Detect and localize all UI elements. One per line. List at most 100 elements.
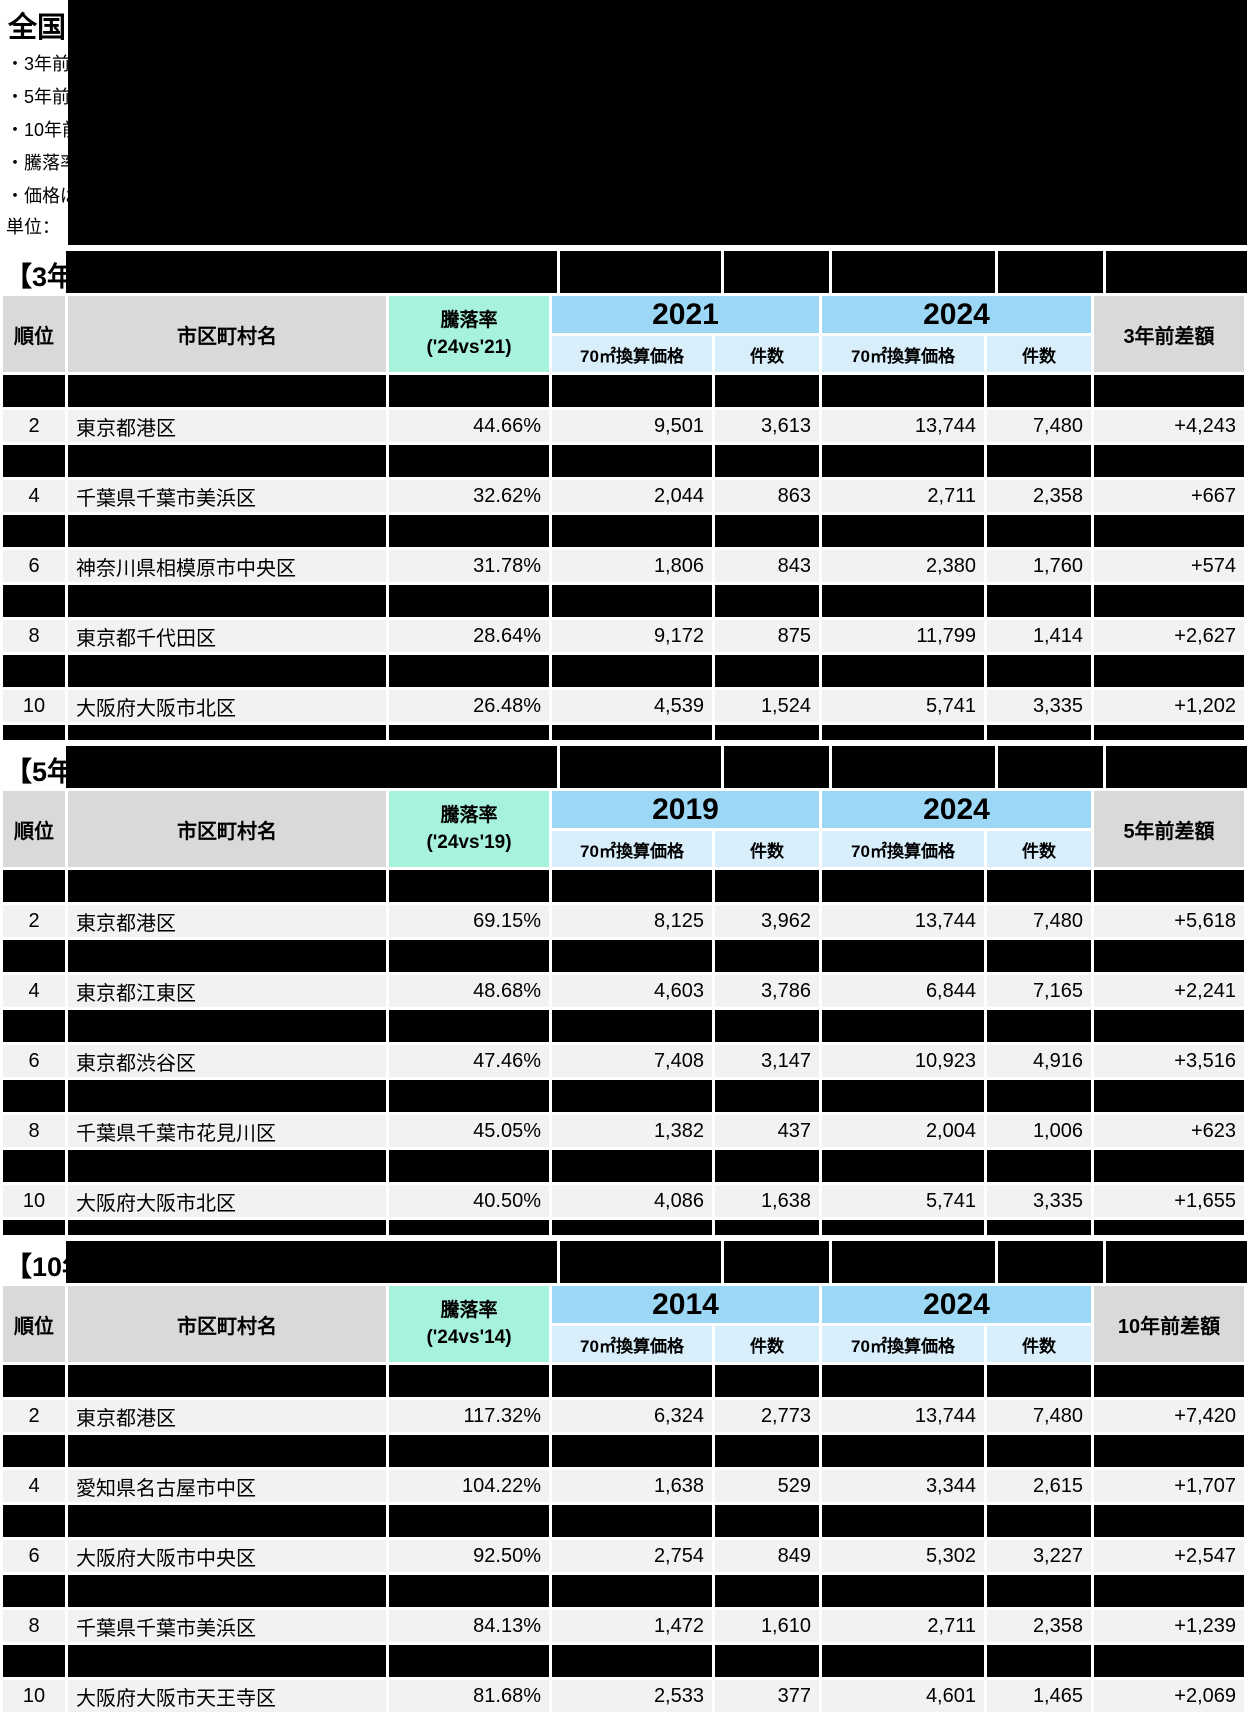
redacted-cell xyxy=(3,375,65,407)
price-before-cell: 1,638 xyxy=(552,1470,712,1502)
column-separator xyxy=(995,746,998,788)
diff-cell: +3,516 xyxy=(1094,1045,1244,1077)
rate-cell: 31.78% xyxy=(389,550,549,582)
rate-period: ('24vs'19) xyxy=(426,832,512,854)
redacted-cell xyxy=(68,940,386,972)
redacted-cell xyxy=(1094,655,1244,687)
redacted-cell xyxy=(68,1505,386,1537)
table-row-redacted xyxy=(3,655,1244,687)
redacted-cell xyxy=(389,445,549,477)
redacted-cell xyxy=(1094,725,1244,740)
notes-block: 全国 ・3年前 ・5年前 ・10年前 ・騰落率 ・価格は 単位： xyxy=(0,0,1247,248)
col-header-diff: 5年前差額 xyxy=(1094,791,1244,867)
redacted-cell xyxy=(389,375,549,407)
rate-label: 騰落率 xyxy=(440,804,498,826)
table-row: 6 東京都渋谷区 47.46% 7,408 3,147 10,923 4,916… xyxy=(3,1045,1244,1077)
redacted-cell xyxy=(715,1505,819,1537)
redacted-cell xyxy=(1094,1505,1244,1537)
redacted-cell xyxy=(715,655,819,687)
redacted-cell xyxy=(1094,585,1244,617)
redacted-cell xyxy=(987,1575,1091,1607)
price-after-cell: 2,711 xyxy=(822,480,984,512)
redacted-cell xyxy=(3,1150,65,1182)
count-after-cell: 2,358 xyxy=(987,480,1091,512)
redacted-cell xyxy=(715,1435,819,1467)
rank-cell: 8 xyxy=(3,1610,65,1642)
column-separator xyxy=(829,251,832,293)
table-row: 8 東京都千代田区 28.64% 9,172 875 11,799 1,414 … xyxy=(3,620,1244,652)
col-header-rate: 騰落率 ('24vs'21) xyxy=(389,296,549,372)
rate-cell: 104.22% xyxy=(389,1470,549,1502)
price-after-cell: 13,744 xyxy=(822,905,984,937)
table-row: 2 東京都港区 117.32% 6,324 2,773 13,744 7,480… xyxy=(3,1400,1244,1432)
redacted-cell xyxy=(715,1645,819,1677)
count-after-cell: 1,465 xyxy=(987,1680,1091,1712)
table-row-redacted xyxy=(3,940,1244,972)
page-title: 全国 xyxy=(8,12,67,44)
table-row: 8 千葉県千葉市美浜区 84.13% 1,472 1,610 2,711 2,3… xyxy=(3,1610,1244,1642)
redacted-cell xyxy=(1094,1010,1244,1042)
col-header-rank: 順位 xyxy=(3,791,65,867)
redacted-cell xyxy=(552,1435,712,1467)
year-before-header: 2019 xyxy=(552,791,819,828)
redacted-cell xyxy=(715,1365,819,1397)
count-before-cell: 875 xyxy=(715,620,819,652)
redacted-cell xyxy=(389,655,549,687)
price-before-cell: 2,754 xyxy=(552,1540,712,1572)
ranking-table-3y: 順位 市区町村名 騰落率 ('24vs'21) 2021 2024 3年前差額 … xyxy=(0,293,1247,743)
redacted-cell xyxy=(987,1080,1091,1112)
col-header-count: 件数 xyxy=(715,831,819,867)
price-after-cell: 13,744 xyxy=(822,410,984,442)
column-separator xyxy=(995,1241,998,1283)
redacted-cell xyxy=(822,870,984,902)
redacted-cell xyxy=(552,725,712,740)
price-after-cell: 10,923 xyxy=(822,1045,984,1077)
table-row-redacted xyxy=(3,1575,1244,1607)
district-cell: 千葉県千葉市花見川区 xyxy=(68,1115,386,1147)
count-before-cell: 3,147 xyxy=(715,1045,819,1077)
district-cell: 東京都江東区 xyxy=(68,975,386,1007)
rank-cell: 6 xyxy=(3,550,65,582)
redacted-cell xyxy=(822,375,984,407)
count-before-cell: 3,613 xyxy=(715,410,819,442)
redacted-cell xyxy=(389,1365,549,1397)
redacted-cell xyxy=(552,1080,712,1112)
section-heading-10y: 【10年 xyxy=(0,1241,1247,1283)
table-row: 10 大阪府大阪市北区 26.48% 4,539 1,524 5,741 3,3… xyxy=(3,690,1244,722)
redacted-cell xyxy=(715,1010,819,1042)
redacted-cell xyxy=(68,1365,386,1397)
count-after-cell: 7,480 xyxy=(987,410,1091,442)
table-row-redacted xyxy=(3,585,1244,617)
table-row: 4 愛知県名古屋市中区 104.22% 1,638 529 3,344 2,61… xyxy=(3,1470,1244,1502)
redacted-cell xyxy=(3,1435,65,1467)
redacted-footnote-row xyxy=(3,725,1244,740)
table-row-redacted xyxy=(3,375,1244,407)
redacted-cell xyxy=(389,515,549,547)
col-header-price: 70㎡換算価格 xyxy=(822,831,984,867)
redacted-cell xyxy=(68,445,386,477)
table-row-redacted xyxy=(3,1080,1244,1112)
table-row: 10 大阪府大阪市天王寺区 81.68% 2,533 377 4,601 1,4… xyxy=(3,1680,1244,1712)
redacted-cell xyxy=(987,1365,1091,1397)
redacted-cell xyxy=(68,1435,386,1467)
price-before-cell: 8,125 xyxy=(552,905,712,937)
price-after-cell: 2,004 xyxy=(822,1115,984,1147)
redacted-cell xyxy=(822,1505,984,1537)
col-header-price: 70㎡換算価格 xyxy=(552,831,712,867)
rate-cell: 117.32% xyxy=(389,1400,549,1432)
rate-cell: 26.48% xyxy=(389,690,549,722)
col-header-rank: 順位 xyxy=(3,1286,65,1362)
redacted-cell xyxy=(822,1010,984,1042)
redacted-cell xyxy=(987,655,1091,687)
section-heading-text: 【3年 xyxy=(5,262,75,292)
redacted-cell xyxy=(715,725,819,740)
redacted-cell xyxy=(3,940,65,972)
redacted-cell xyxy=(389,1080,549,1112)
redacted-cell xyxy=(3,725,65,740)
price-before-cell: 2,044 xyxy=(552,480,712,512)
redacted-cell xyxy=(3,1575,65,1607)
redacted-cell xyxy=(68,655,386,687)
rank-cell: 8 xyxy=(3,620,65,652)
diff-cell: +623 xyxy=(1094,1115,1244,1147)
table-row-redacted xyxy=(3,1150,1244,1182)
